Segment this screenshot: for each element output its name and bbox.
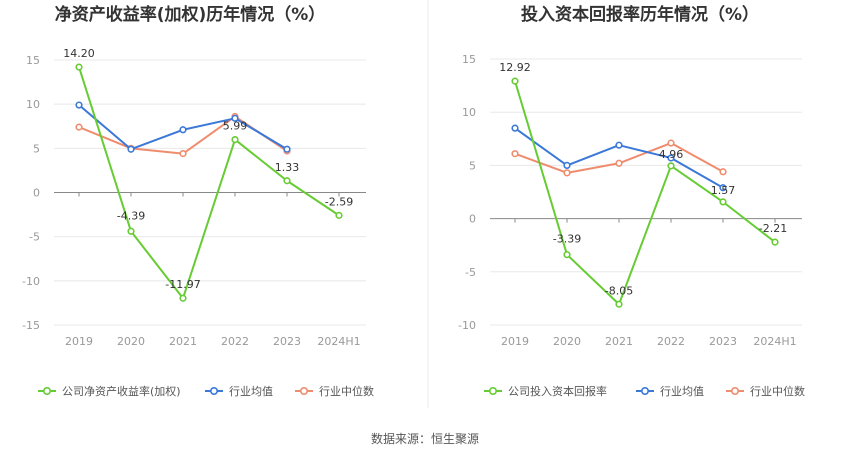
data-point bbox=[335, 211, 343, 219]
data-label: -3.39 bbox=[553, 233, 581, 246]
y-tick-label: 5 bbox=[33, 142, 40, 155]
x-tick-label: 2020 bbox=[117, 335, 145, 348]
x-tick-label: 2021 bbox=[605, 335, 633, 348]
legend-label: 公司净资产收益率(加权) bbox=[62, 384, 181, 398]
data-point bbox=[719, 184, 727, 192]
data-point bbox=[179, 126, 187, 134]
data-point bbox=[667, 154, 675, 162]
x-tick-label: 2024H1 bbox=[753, 335, 796, 348]
legend-label: 行业中位数 bbox=[750, 384, 805, 398]
legend-label: 行业中位数 bbox=[319, 384, 374, 398]
y-tick-label: 5 bbox=[469, 159, 476, 172]
legend-swatch-marker bbox=[488, 386, 497, 395]
y-tick-label: -5 bbox=[29, 231, 40, 244]
data-point bbox=[127, 227, 135, 235]
data-point bbox=[615, 300, 623, 308]
data-point bbox=[771, 238, 779, 246]
legend-swatch-marker bbox=[640, 386, 649, 395]
data-label: -8.05 bbox=[605, 284, 633, 297]
data-point bbox=[179, 150, 187, 158]
data-point bbox=[719, 198, 727, 206]
data-point bbox=[667, 139, 675, 147]
data-point bbox=[231, 135, 239, 144]
y-tick-label: 0 bbox=[33, 187, 40, 200]
data-label: -11.97 bbox=[165, 278, 200, 291]
data-point bbox=[563, 251, 571, 259]
data-point bbox=[615, 159, 623, 167]
legend-label: 公司投入资本回报率 bbox=[508, 384, 607, 398]
y-tick-label: 0 bbox=[469, 213, 476, 226]
y-tick-label: -15 bbox=[22, 319, 40, 332]
x-tick-label: 2023 bbox=[273, 335, 301, 348]
legend-swatch-marker bbox=[730, 386, 739, 395]
data-point bbox=[511, 150, 519, 158]
data-point bbox=[563, 169, 571, 177]
data-label: 5.99 bbox=[223, 120, 248, 133]
x-tick-label: 2022 bbox=[657, 335, 685, 348]
data-label: -2.21 bbox=[759, 222, 787, 235]
x-tick-label: 2022 bbox=[221, 335, 249, 348]
data-point bbox=[127, 145, 135, 153]
data-point bbox=[75, 63, 83, 71]
data-label: 4.96 bbox=[659, 148, 684, 161]
y-tick-label: 10 bbox=[26, 98, 40, 111]
data-point bbox=[75, 101, 83, 109]
data-point bbox=[719, 168, 727, 176]
data-point bbox=[563, 161, 571, 169]
x-tick-label: 2021 bbox=[169, 335, 197, 348]
x-tick-label: 2024H1 bbox=[317, 335, 360, 348]
chart-panel-2: 投入资本回报率历年情况（%） 15 10 5 0 -5 -10 2019 2020 2021 202… bbox=[458, 4, 805, 398]
data-point bbox=[231, 114, 239, 122]
data-label: 1.57 bbox=[711, 184, 736, 197]
data-point bbox=[283, 145, 291, 153]
series-line-1 bbox=[78, 66, 340, 300]
data-label: 14.20 bbox=[63, 47, 95, 60]
y-tick-label: 10 bbox=[462, 106, 476, 119]
series-line-2 bbox=[514, 127, 724, 189]
x-tick-label: 2023 bbox=[709, 335, 737, 348]
data-point bbox=[667, 162, 675, 170]
data-label: 12.92 bbox=[499, 61, 531, 74]
chart-panel-1: 净资产收益率(加权)历年情况（%） 15 10 5 0 -5 -10 -15 2019 2020 2… bbox=[22, 4, 374, 398]
chart-title: 投入资本回报率历年情况（%） bbox=[521, 4, 759, 25]
data-label: -2.59 bbox=[325, 195, 353, 208]
legend-label: 行业均值 bbox=[229, 385, 273, 398]
data-point bbox=[179, 294, 187, 302]
data-point bbox=[511, 124, 519, 132]
y-tick-label: -10 bbox=[458, 319, 476, 332]
y-tick-label: -10 bbox=[22, 275, 40, 288]
x-tick-label: 2020 bbox=[553, 335, 581, 348]
data-point bbox=[511, 77, 519, 85]
legend-swatch-marker bbox=[210, 386, 219, 395]
data-point bbox=[283, 177, 291, 185]
chart-title: 净资产收益率(加权)历年情况（%） bbox=[55, 4, 326, 25]
data-point bbox=[75, 123, 83, 131]
y-tick-label: -5 bbox=[465, 266, 476, 279]
data-label: 1.33 bbox=[275, 161, 300, 174]
data-point bbox=[615, 141, 623, 149]
data-label: -4.39 bbox=[117, 209, 145, 222]
legend-label: 行业均值 bbox=[660, 385, 704, 398]
series-line-1 bbox=[514, 80, 776, 306]
legend-swatch-marker bbox=[42, 386, 51, 395]
x-tick-label: 2019 bbox=[501, 335, 529, 348]
y-tick-label: 15 bbox=[26, 54, 40, 67]
x-tick-label: 2019 bbox=[65, 335, 93, 348]
y-tick-label: 15 bbox=[462, 53, 476, 66]
data-source-text: 数据来源：恒生聚源 bbox=[371, 431, 479, 446]
legend-swatch-marker bbox=[299, 386, 308, 395]
